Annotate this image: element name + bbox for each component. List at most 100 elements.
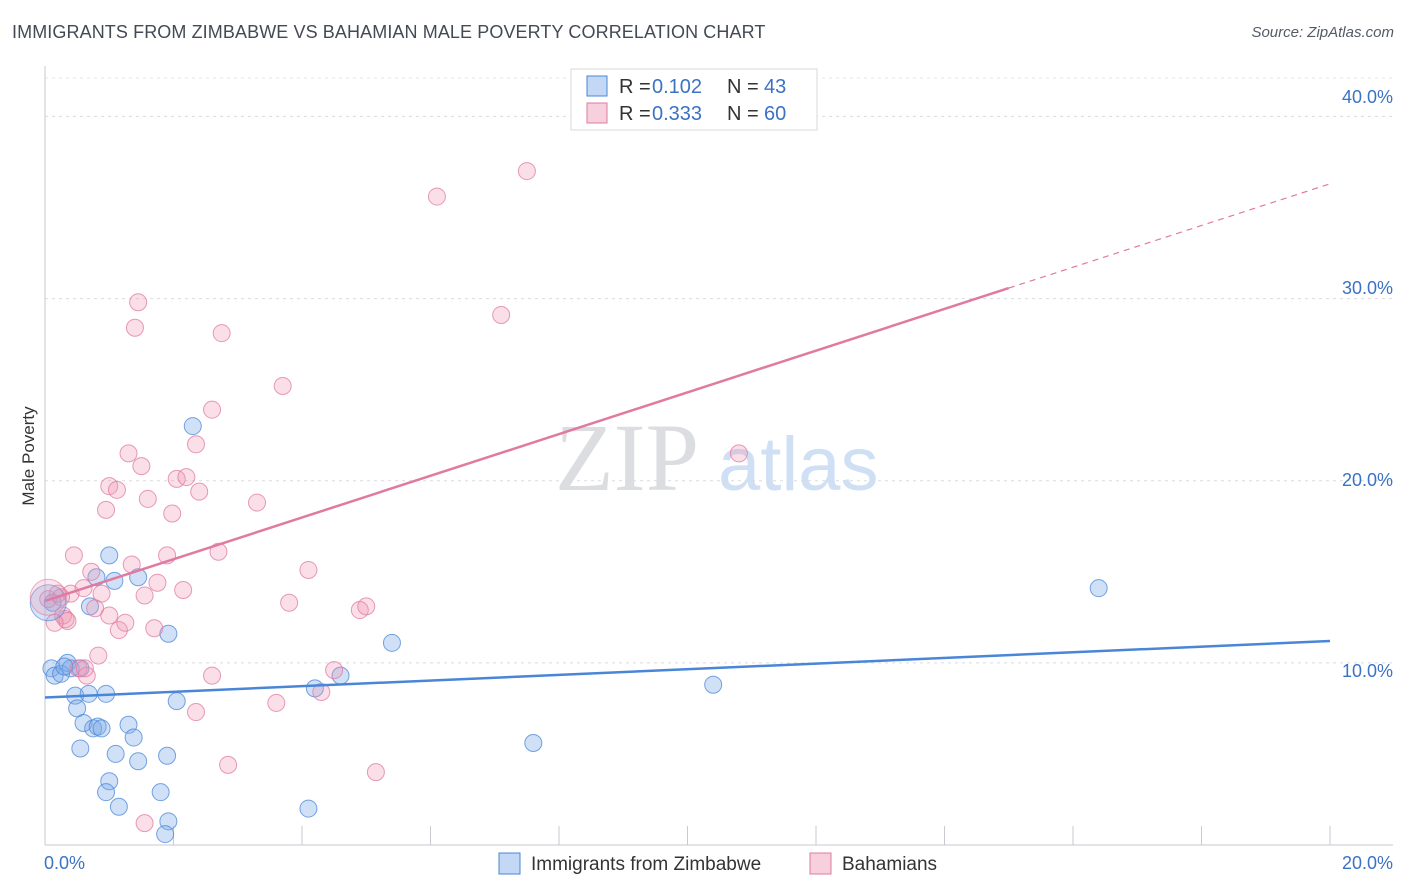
point-zimbabwe-19 <box>106 744 125 763</box>
point-bahamians-17 <box>116 613 135 632</box>
point-bahamians-12 <box>92 584 111 603</box>
point-bahamians-54 <box>203 666 222 685</box>
point-bahamians-15 <box>107 480 126 499</box>
point-bahamians-25 <box>145 619 164 638</box>
point-bahamians-33 <box>186 435 205 454</box>
legend-swatch-bahamians <box>586 102 608 124</box>
legend-n-value-bahamians: 60 <box>764 103 786 125</box>
legend-swatch-zimbabwe <box>586 75 608 97</box>
point-bahamians-41 <box>312 683 331 701</box>
point-bahamians-8 <box>77 666 96 685</box>
point-bahamians-32 <box>190 482 209 501</box>
y-tick-label-10: 10.0% <box>1342 661 1393 681</box>
point-bahamians-28 <box>163 504 182 523</box>
point-bahamians-55 <box>75 659 94 678</box>
point-bahamians-39 <box>280 593 299 612</box>
point-bahamians-40 <box>299 560 318 579</box>
bottom-legend-label-bahamians: Bahamians <box>842 854 937 875</box>
trendline-bahamians <box>44 286 1010 603</box>
point-bahamians-34 <box>203 400 222 419</box>
source-label: Source: ZipAtlas.com <box>1251 24 1394 41</box>
point-bahamians-21 <box>129 293 148 312</box>
point-zimbabwe-33 <box>183 417 202 436</box>
legend-r-label-zimbabwe: R = <box>619 76 651 98</box>
point-bahamians-46 <box>427 187 446 206</box>
point-zimbabwe-28 <box>158 746 177 765</box>
point-bahamians-20 <box>125 318 144 337</box>
point-zimbabwe-20 <box>109 797 128 816</box>
y-axis-label: Male Poverty <box>19 406 38 506</box>
legend-n-value-zimbabwe: 43 <box>764 76 786 98</box>
x-tick-label-min: 0.0% <box>44 853 85 873</box>
point-zimbabwe-2 <box>45 666 64 685</box>
point-bahamians-9 <box>82 562 101 581</box>
y-tick-label-30: 30.0% <box>1342 278 1393 298</box>
point-zimbabwe-8 <box>71 739 90 758</box>
point-bahamians-38 <box>273 377 292 395</box>
y-tick-label-40: 40.0% <box>1342 87 1393 107</box>
point-bahamians-47 <box>492 305 511 324</box>
point-zimbabwe-5 <box>61 659 80 678</box>
trendline-bahamians-projection <box>1008 183 1331 289</box>
watermark-atlas: atlas <box>718 422 879 507</box>
point-bahamians-42 <box>325 661 344 680</box>
point-bahamians-36 <box>209 542 228 561</box>
legend-r-value-bahamians: 0.333 <box>652 103 702 125</box>
point-zimbabwe-39 <box>704 675 723 694</box>
point-bahamians-48 <box>517 162 536 181</box>
chart-title: IMMIGRANTS FROM ZIMBABWE VS BAHAMIAN MAL… <box>12 22 766 42</box>
trendline-zimbabwe <box>44 639 1331 699</box>
point-bahamians-44 <box>357 597 376 616</box>
series-legend: Immigrants from Zimbabwe Bahamians <box>498 852 937 875</box>
legend-r-value-zimbabwe: 0.102 <box>652 76 702 98</box>
point-zimbabwe-9 <box>74 713 93 732</box>
point-zimbabwe-40 <box>1089 579 1108 598</box>
point-zimbabwe-22 <box>124 728 143 747</box>
point-bahamians-16 <box>109 621 128 640</box>
point-bahamians-49 <box>729 444 748 463</box>
point-zimbabwe-41 <box>55 657 74 676</box>
bottom-legend-swatch-bahamians <box>809 852 832 875</box>
point-zimbabwe-17 <box>100 772 119 791</box>
point-bahamians-35 <box>212 324 231 343</box>
point-zimbabwe-cluster <box>29 584 67 622</box>
point-zimbabwe-10 <box>79 684 98 703</box>
bottom-legend-swatch-zimbabwe <box>498 852 521 875</box>
point-bahamians-58 <box>100 606 119 625</box>
point-zimbabwe-29 <box>159 624 178 643</box>
point-bahamians-24 <box>138 489 157 508</box>
legend-n-label-zimbabwe: N = <box>727 76 759 98</box>
point-bahamians-59 <box>186 703 205 722</box>
point-zimbabwe-30 <box>167 692 186 711</box>
point-bahamians-22 <box>132 457 151 476</box>
gridlines <box>45 77 1393 664</box>
point-zimbabwe-13 <box>92 719 111 738</box>
point-bahamians-31 <box>174 581 193 599</box>
stats-legend: R = 0.102 N = 43 R = 0.333 N = 60 <box>570 68 818 131</box>
point-bahamians-30 <box>177 468 196 487</box>
point-zimbabwe-18 <box>97 783 116 802</box>
point-zimbabwe-32 <box>156 825 175 844</box>
point-bahamians-23 <box>135 586 154 605</box>
point-bahamians-18 <box>119 444 138 463</box>
point-bahamians-5 <box>64 546 83 565</box>
point-zimbabwe-37 <box>382 633 401 652</box>
point-bahamians-26 <box>148 573 167 592</box>
point-zimbabwe-34 <box>299 799 318 818</box>
point-bahamians-45 <box>366 763 385 782</box>
points-layer <box>29 162 1108 844</box>
point-zimbabwe-16 <box>87 568 106 587</box>
point-zimbabwe-38 <box>524 734 543 752</box>
stats-legend-box <box>570 68 818 131</box>
point-zimbabwe-27 <box>151 783 170 802</box>
point-bahamians-13 <box>97 500 116 519</box>
axes <box>44 66 1393 846</box>
legend-n-label-bahamians: N = <box>727 103 759 125</box>
point-bahamians-51 <box>267 693 286 712</box>
y-tick-label-20: 20.0% <box>1342 470 1393 490</box>
point-bahamians-37 <box>248 493 267 512</box>
point-bahamians-52 <box>219 755 238 774</box>
watermark-zip: ZIP <box>555 404 699 511</box>
trend-layer <box>44 183 1331 699</box>
x-tick-label-max: 20.0% <box>1342 853 1393 873</box>
